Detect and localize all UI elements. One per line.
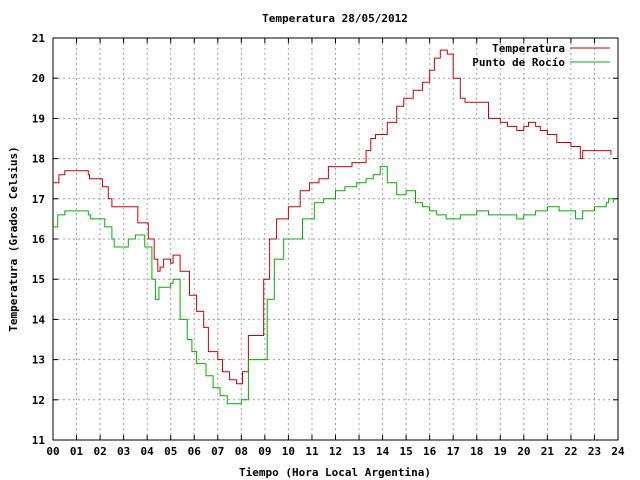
- x-tick-label: 19: [494, 445, 507, 458]
- y-tick-label: 18: [32, 153, 45, 166]
- y-tick-label: 20: [32, 72, 45, 85]
- y-tick-label: 21: [32, 32, 46, 45]
- x-tick-label: 20: [517, 445, 530, 458]
- y-axis-label: Temperatura (Grados Celsius): [7, 146, 20, 331]
- chart-title: Temperatura 28/05/2012: [262, 12, 408, 25]
- x-tick-label: 12: [329, 445, 342, 458]
- x-tick-label: 00: [46, 445, 59, 458]
- x-tick-label: 23: [588, 445, 601, 458]
- x-tick-label: 18: [470, 445, 483, 458]
- x-tick-label: 03: [117, 445, 130, 458]
- series-line-0: [53, 49, 612, 385]
- x-axis-label: Tiempo (Hora Local Argentina): [239, 466, 431, 479]
- y-tick-label: 12: [32, 394, 45, 407]
- x-tick-label: 14: [376, 445, 390, 458]
- x-tick-label: 21: [541, 445, 555, 458]
- x-tick-label: 16: [423, 445, 437, 458]
- x-tick-label: 15: [400, 445, 413, 458]
- x-tick-label: 07: [211, 445, 224, 458]
- y-tick-label: 16: [32, 233, 46, 246]
- legend-label-temperatura: Temperatura: [492, 42, 565, 55]
- x-tick-label: 11: [305, 445, 319, 458]
- x-tick-label: 02: [93, 445, 106, 458]
- series-group: [53, 49, 614, 405]
- grid: [53, 38, 618, 440]
- x-tick-label: 13: [352, 445, 365, 458]
- legend: Temperatura Punto de Rocío: [472, 42, 610, 69]
- legend-label-punto-de-rocio: Punto de Rocío: [472, 56, 565, 69]
- x-tick-label: 04: [141, 445, 155, 458]
- y-tick-label: 13: [32, 354, 45, 367]
- x-tick-label: 06: [188, 445, 202, 458]
- x-tick-label: 10: [282, 445, 295, 458]
- y-tick-label: 17: [32, 193, 45, 206]
- y-tick-label: 11: [32, 434, 46, 447]
- y-tick-label: 19: [32, 112, 45, 125]
- y-tick-label: 15: [32, 273, 45, 286]
- x-tick-label: 09: [258, 445, 271, 458]
- x-tick-label: 24: [611, 445, 625, 458]
- y-tick-labels: 11 12 13 14 15 16 17 18 19 20 21: [32, 32, 46, 447]
- series-line-1: [53, 166, 614, 405]
- x-tick-label: 05: [164, 445, 177, 458]
- x-tick-label: 01: [70, 445, 84, 458]
- x-tick-label: 08: [235, 445, 248, 458]
- x-tick-labels: 00 01 02 03 04 05 06 07 08 09 10 11 12 13 14 15 16 17 18 19…: [46, 445, 625, 458]
- y-tick-label: 14: [32, 313, 46, 326]
- tick-marks: [52, 37, 619, 441]
- x-tick-label: 17: [447, 445, 460, 458]
- x-tick-label: 22: [564, 445, 577, 458]
